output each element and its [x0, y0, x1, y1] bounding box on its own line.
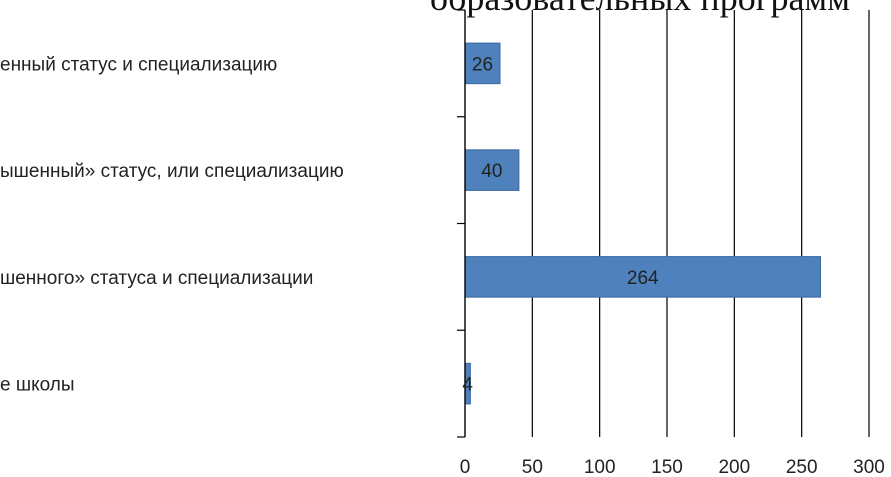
data-label: 264 — [627, 268, 659, 289]
bar — [464, 256, 822, 298]
bar — [464, 42, 501, 85]
chart-title-area: образовательных программ — [430, 0, 850, 18]
x-tick-label: 200 — [718, 457, 750, 477]
labels: 0 50 100 150 200 250 300 е школы 4 шенного» стату… — [0, 54, 885, 477]
x-tick-label: 0 — [460, 457, 471, 477]
x-tick-label: 150 — [651, 457, 683, 477]
axes — [457, 9, 466, 438]
x-tick-label: 100 — [584, 457, 616, 477]
category-label: шенного» статуса и специализации — [0, 268, 313, 289]
x-tick-label: 250 — [786, 457, 818, 477]
data-label: 26 — [472, 54, 493, 75]
x-tick-label: 50 — [522, 457, 543, 477]
category-label: енный статус и специализацию — [0, 54, 277, 75]
data-label: 4 — [462, 375, 473, 396]
x-tick-label: 300 — [853, 457, 885, 477]
bars — [464, 42, 822, 405]
bar — [464, 149, 520, 191]
category-label: е школы — [0, 375, 75, 396]
gridlines — [531, 10, 870, 437]
category-label: ышенный» статус, или специализацию — [0, 161, 344, 182]
data-label: 40 — [481, 161, 502, 182]
chart-title: образовательных программ — [430, 0, 850, 18]
